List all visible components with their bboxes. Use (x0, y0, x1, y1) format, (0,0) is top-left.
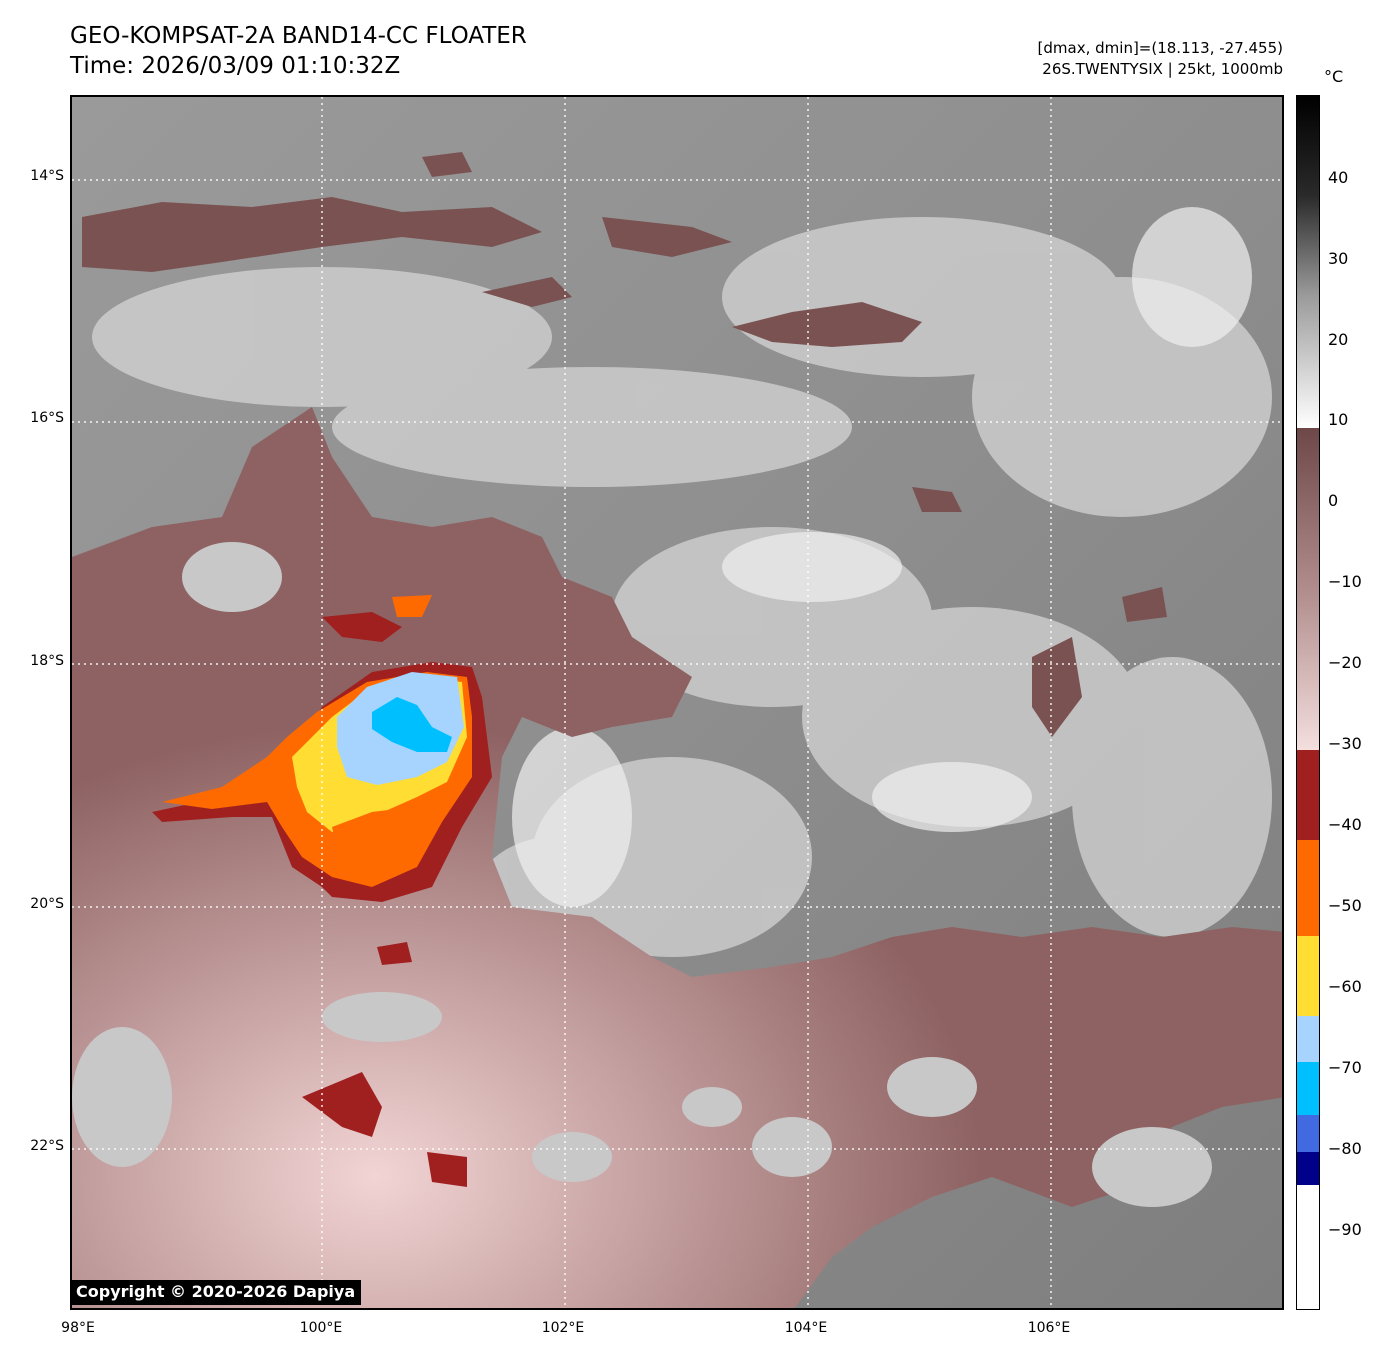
chart-time: Time: 2026/03/09 01:10:32Z (70, 53, 401, 79)
chart-title: GEO-KOMPSAT-2A BAND14-CC FLOATER (70, 23, 527, 49)
lon-label-104e: 104°E (784, 1320, 828, 1336)
colorbar-tick-40: 40 (1328, 168, 1349, 187)
cb-royalblue (1297, 1115, 1319, 1152)
brown-clouds-north (82, 152, 1167, 737)
colorbar-tick-m30: −30 (1328, 734, 1362, 753)
red-fragments (302, 595, 467, 1187)
grid-lines (72, 97, 1282, 1308)
colorbar-tick-20: 20 (1328, 330, 1349, 349)
lon-label-102e: 102°E (541, 1320, 585, 1336)
cb-brown (1297, 428, 1319, 750)
orange-inner (332, 807, 432, 857)
lon-label-100e: 100°E (299, 1320, 343, 1336)
colorbar-tick-m90: −90 (1328, 1220, 1362, 1239)
lat-label-22s: 22°S (30, 1138, 64, 1154)
data-range: [dmax, dmin]=(18.113, -27.455) (1037, 39, 1283, 57)
lon-label-106e: 106°E (1027, 1320, 1071, 1336)
colorbar-tick-m50: −50 (1328, 896, 1362, 915)
lat-label-18s: 18°S (30, 653, 64, 669)
lon-label-98e: 98°E (61, 1320, 95, 1336)
lat-label-14s: 14°S (30, 168, 64, 184)
cb-white (1297, 1185, 1319, 1309)
cb-yellow (1297, 936, 1319, 1016)
colorbar-gradient (1297, 96, 1319, 1309)
colorbar-tick-30: 30 (1328, 249, 1349, 268)
gray-holes (72, 542, 1212, 1207)
cb-darkred (1297, 750, 1319, 840)
colorbar-tick-m40: −40 (1328, 815, 1362, 834)
colorbar (1296, 95, 1320, 1310)
cb-navy (1297, 1152, 1319, 1185)
colorbar-tick-m80: −80 (1328, 1139, 1362, 1158)
colorbar-tick-10: 10 (1328, 410, 1349, 429)
colorbar-tick-m60: −60 (1328, 977, 1362, 996)
lat-label-16s: 16°S (30, 410, 64, 426)
storm-info: 26S.TWENTYSIX | 25kt, 1000mb (1042, 60, 1283, 78)
bright-clouds (512, 207, 1252, 907)
copyright-label: Copyright © 2020-2026 Dapiya (70, 1280, 362, 1305)
lat-label-20s: 20°S (30, 896, 64, 912)
colorbar-tick-0: 0 (1328, 491, 1339, 510)
cb-lightblue (1297, 1016, 1319, 1062)
satellite-image (70, 95, 1284, 1310)
imagery-layer (72, 97, 1282, 1308)
cb-cyan (1297, 1062, 1319, 1115)
colorbar-unit: °C (1324, 67, 1344, 86)
colorbar-tick-m20: −20 (1328, 653, 1362, 672)
cyan-core (372, 697, 452, 752)
cb-orange (1297, 840, 1319, 936)
cb-gray (1297, 96, 1319, 428)
colorbar-tick-m70: −70 (1328, 1058, 1362, 1077)
colorbar-tick-m10: −10 (1328, 572, 1362, 591)
